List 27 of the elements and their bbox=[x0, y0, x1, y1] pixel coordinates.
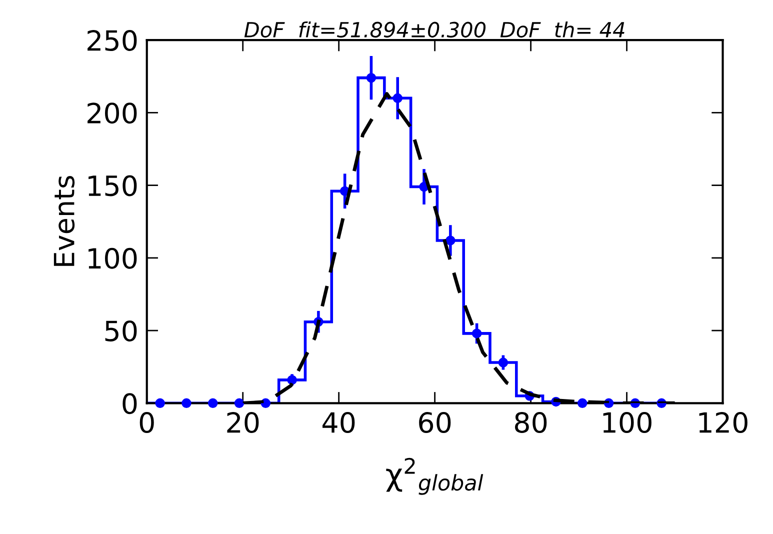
x-axis-title: χ$^{2}$$_{global}$ bbox=[386, 458, 484, 495]
point bbox=[392, 93, 402, 104]
y-tick-label: 100 bbox=[88, 248, 137, 269]
y-tick-label: 50 bbox=[105, 320, 137, 342]
x-tick-label: 40 bbox=[322, 412, 355, 434]
y-tick-label: 150 bbox=[88, 175, 137, 196]
point bbox=[446, 236, 456, 246]
point bbox=[234, 398, 244, 408]
point bbox=[498, 358, 508, 368]
point bbox=[182, 398, 192, 408]
y-tick-label: 0 bbox=[122, 393, 137, 414]
point bbox=[287, 375, 297, 385]
x-tick-label: 60 bbox=[419, 412, 451, 434]
x-tick-label: 80 bbox=[515, 412, 547, 434]
x-tick-label: 120 bbox=[699, 412, 748, 434]
point bbox=[208, 398, 218, 408]
y-axis-title: Events bbox=[54, 176, 75, 266]
point bbox=[578, 398, 588, 408]
x-tick-label: 0 bbox=[140, 412, 154, 434]
y-tick-label: 200 bbox=[88, 102, 137, 124]
chart-title: DoF fit=51.894±0.300 DoF th= 44 bbox=[244, 21, 624, 38]
x-tick-label: 20 bbox=[227, 412, 259, 434]
point bbox=[155, 398, 165, 408]
point bbox=[472, 328, 482, 338]
y-tick-label: 250 bbox=[88, 30, 137, 51]
x-tick-label: 100 bbox=[603, 412, 652, 434]
point bbox=[366, 72, 376, 83]
